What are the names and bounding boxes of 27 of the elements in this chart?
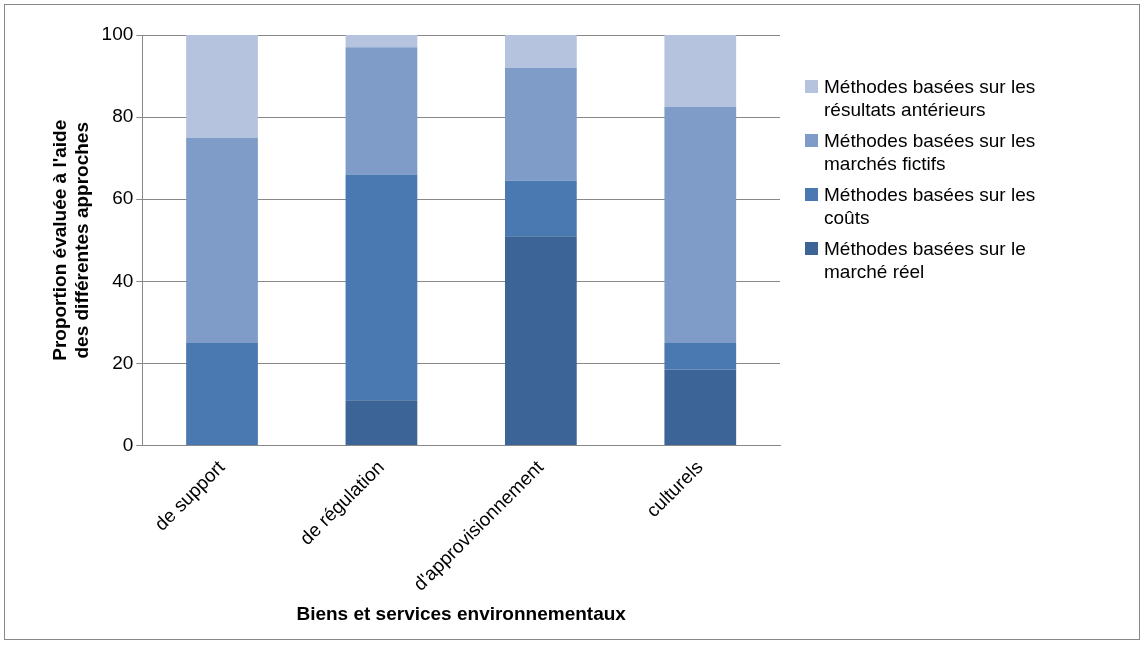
y-axis-title: Proportion évaluée à l'aide des différentes approches [48, 119, 93, 361]
bar [664, 35, 737, 107]
y-tick-label: 0 [122, 433, 134, 455]
bar [186, 342, 258, 446]
bar [664, 106, 737, 343]
bar [504, 236, 577, 446]
y-tick-label: 20 [112, 351, 134, 373]
bar [664, 342, 737, 370]
legend-label: Méthodes basées sur les marchés fictifs [824, 129, 1037, 175]
y-tick-label: 80 [112, 105, 134, 127]
y-tick-label: 60 [112, 187, 134, 209]
bar [664, 369, 737, 446]
bar [345, 35, 418, 48]
bar [186, 137, 258, 343]
bar [345, 174, 418, 401]
bar [504, 67, 577, 181]
bar [504, 180, 577, 237]
legend-label: Méthodes basées sur le marché réel [824, 237, 1027, 283]
bar [186, 35, 258, 138]
y-tick-label: 100 [101, 23, 134, 45]
bar [345, 400, 418, 446]
legend-label: Méthodes basées sur les résultats antérieurs [824, 75, 1037, 121]
x-axis-title: Biens et services environnementaux [296, 602, 627, 624]
legend-label: Méthodes basées sur les coûts [824, 183, 1037, 229]
bar [345, 47, 418, 175]
y-tick-label: 40 [112, 269, 134, 291]
bar [504, 35, 577, 68]
